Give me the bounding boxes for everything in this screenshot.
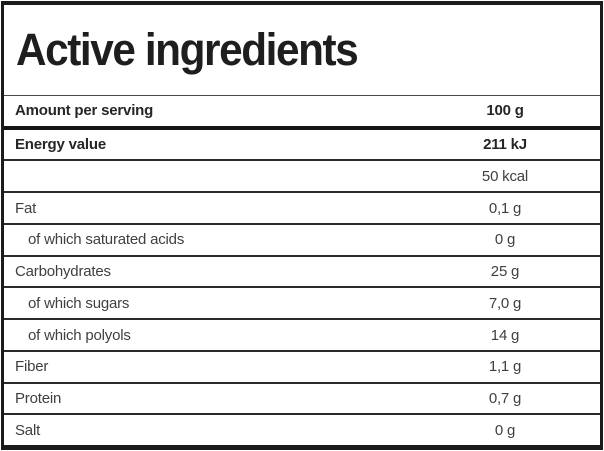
row-saturated-acids: of which saturated acids 0 g [4, 225, 600, 257]
row-label: Carbohydrates [15, 263, 111, 281]
row-label: Amount per serving [15, 102, 154, 120]
row-value: 211 kJ [483, 136, 527, 154]
row-label: Energy value [15, 136, 106, 154]
row-label: Fiber [15, 358, 49, 376]
row-carbohydrates: Carbohydrates 25 g [4, 257, 600, 289]
row-value: 7,0 g [488, 294, 522, 312]
row-value: 100 g [486, 102, 524, 120]
row-value: 0,7 g [488, 389, 522, 407]
row-value: 0,1 g [488, 199, 522, 217]
title-section: Active ingredients [4, 5, 600, 96]
row-value: 14 g [490, 326, 520, 344]
row-value: 25 g [490, 263, 520, 281]
row-energy-value: Energy value 211 kJ [4, 130, 600, 162]
row-label: of which saturated acids [28, 231, 185, 249]
row-fat: Fat 0,1 g [4, 193, 600, 225]
row-label: of which sugars [28, 294, 130, 312]
row-amount-per-serving: Amount per serving 100 g [4, 96, 600, 130]
row-polyols: of which polyols 14 g [4, 320, 600, 352]
row-value: 0 g [494, 421, 516, 439]
row-energy-kcal: 50 kcal [4, 161, 600, 194]
row-label: Fat [15, 199, 37, 217]
row-protein: Protein 0,7 g [4, 384, 600, 416]
row-label: Salt [15, 421, 41, 439]
row-value: 50 kcal [481, 167, 529, 185]
row-sugars: of which sugars 7,0 g [4, 288, 600, 321]
row-fiber: Fiber 1,1 g [4, 352, 600, 384]
row-value: 0 g [494, 231, 516, 249]
row-label: of which polyols [28, 326, 131, 344]
page-title: Active ingredients [16, 24, 359, 75]
row-salt: Salt 0 g [4, 415, 600, 445]
row-value: 1,1 g [488, 358, 522, 376]
row-label: Protein [15, 389, 62, 407]
nutrition-table: Amount per serving 100 g Energy value 21… [4, 96, 600, 445]
